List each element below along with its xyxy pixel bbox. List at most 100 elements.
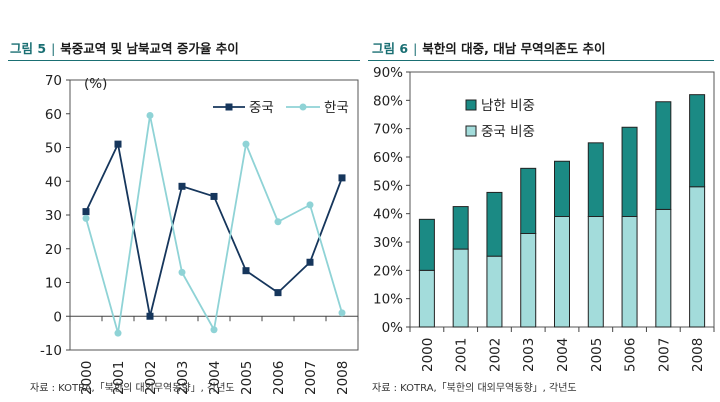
right-chart-panel: 그림 6 | 북한의 대중, 대남 무역의존도 추이 0% 10% 20% 30% 40% 5…: [360, 0, 720, 402]
right-y-tick-label: 50%: [373, 178, 403, 194]
left-figure-number: 그림 5: [10, 41, 47, 56]
legend-label-china: 중국: [249, 100, 274, 116]
left-y-tick-label: 10: [45, 276, 62, 292]
data-point-china: [274, 289, 282, 297]
left-x-tick-label: 2008: [335, 361, 351, 395]
data-point-china: [178, 182, 186, 190]
bar-china-share: [689, 186, 706, 328]
legend-label-korea: 한국: [324, 100, 349, 116]
right-x-tick-label: 2007: [656, 338, 672, 372]
bar-china-share: [621, 216, 638, 328]
left-y-tick-label: 60: [45, 107, 62, 123]
right-figure-number: 그림 6: [372, 41, 409, 56]
left-title-text: 북중교역 및 남북교역 증가율 추이: [60, 41, 239, 56]
legend-marker-korea: [299, 103, 307, 111]
right-y-tick-label: 90%: [373, 65, 403, 81]
data-point-china: [306, 258, 314, 266]
bar-china-share: [418, 269, 435, 328]
data-point-china: [146, 312, 154, 320]
right-x-tick-label: 5006: [623, 338, 639, 372]
bar-south-korea-share: [655, 101, 672, 210]
right-x-tick-label: 2003: [521, 338, 537, 372]
right-y-tick-label: 40%: [373, 207, 403, 223]
data-point-korea: [338, 309, 346, 317]
right-y-tick-label: 60%: [373, 150, 403, 166]
legend-marker-china: [225, 103, 233, 111]
bar-china-share: [655, 208, 672, 328]
left-y-tick-label: -10: [40, 343, 62, 359]
right-x-tick-label: 2002: [487, 338, 503, 372]
left-y-tick-label: 20: [45, 242, 62, 258]
left-y-tick-label: 50: [45, 141, 62, 157]
data-point-korea: [114, 329, 122, 337]
data-point-china: [82, 208, 90, 216]
bar-south-korea-share: [587, 142, 604, 217]
bar-china-share: [486, 255, 503, 328]
right-x-tick-label: 2005: [589, 338, 605, 372]
left-x-tick-label: 2004: [207, 361, 223, 395]
data-point-korea: [274, 218, 282, 226]
data-point-china: [114, 140, 122, 148]
left-y-tick-label: 0: [53, 309, 62, 325]
right-chart-title: 그림 6 | 북한의 대중, 대남 무역의존도 추이: [372, 38, 605, 57]
left-title-separator: |: [51, 41, 56, 56]
legend-swatch-china: [465, 125, 477, 137]
data-point-korea: [146, 111, 154, 119]
left-y-unit-label: (%): [84, 76, 107, 92]
left-x-tick-label: 2002: [143, 361, 159, 395]
bar-south-korea-share: [486, 191, 503, 257]
data-point-china: [242, 267, 250, 275]
left-x-tick-label: 2003: [175, 361, 191, 395]
right-y-tick-label: 80%: [373, 93, 403, 109]
left-x-tick-label: 2006: [271, 361, 287, 395]
bar-china-share: [554, 216, 570, 328]
data-point-china: [338, 174, 346, 182]
right-title-rule: [368, 60, 714, 61]
right-stacked-bar-chart: 0% 10% 20% 30% 40% 50% 60% 70% 80% 90% 2000 2001 200…: [373, 65, 715, 372]
bar-south-korea-share: [621, 126, 638, 217]
bar-south-korea-share: [689, 94, 706, 188]
left-source-note: 자료 : KOTRA,「북한의 대외무역동향」, 각년도: [30, 383, 235, 394]
legend-swatch-south-korea: [465, 99, 477, 111]
right-title-text: 북한의 대중, 대남 무역의존도 추이: [422, 41, 606, 56]
right-y-tick-label: 30%: [373, 235, 403, 251]
data-point-korea: [82, 214, 90, 222]
left-plot-frame: [69, 79, 359, 351]
left-y-tick-label: 40: [45, 174, 62, 190]
bar-south-korea-share: [554, 160, 570, 217]
left-x-tick-label: 2001: [111, 361, 127, 395]
left-x-tick-label: 2000: [79, 361, 95, 395]
data-point-korea: [306, 201, 314, 209]
left-chart-panel: 그림 5 | 북중교역 및 남북교역 증가율 추이 -10 0 10 20 30 40 50 60…: [8, 38, 360, 395]
series-line-korea: [85, 115, 343, 334]
right-y-tick-label: 70%: [373, 122, 403, 138]
left-chart-title: 그림 5 | 북중교역 및 남북교역 증가율 추이: [10, 38, 239, 57]
bar-china-share: [587, 216, 604, 328]
right-y-tick-label: 10%: [373, 292, 403, 308]
left-x-tick-label: 2007: [303, 361, 319, 395]
data-point-korea: [210, 326, 218, 334]
right-x-tick-label: 2000: [420, 338, 436, 372]
left-y-tick-label: 30: [45, 208, 62, 224]
bar-south-korea-share: [520, 167, 537, 234]
legend-label-south-korea: 남한 비중: [481, 98, 535, 114]
right-y-tick-label: 20%: [373, 263, 403, 279]
left-title-rule: [8, 60, 360, 61]
right-source-note: 자료 : KOTRA,「북한의 대외무역동향」, 각년도: [372, 383, 577, 394]
legend-label-china: 중국 비중: [481, 124, 535, 140]
right-y-tick-label: 0%: [382, 320, 404, 336]
left-y-tick-label: 70: [45, 73, 62, 89]
data-point-korea: [242, 140, 250, 148]
data-point-korea: [178, 268, 186, 276]
bar-south-korea-share: [452, 206, 469, 250]
right-x-tick-label: 2001: [454, 338, 470, 372]
data-point-china: [210, 192, 218, 200]
bar-china-share: [520, 233, 537, 328]
bar-china-share: [452, 248, 469, 328]
left-line-chart: -10 0 10 20 30 40 50 60 70 (%) 2000 2001 2002 2003 200…: [40, 73, 359, 395]
right-x-tick-label: 2004: [555, 338, 571, 372]
right-title-separator: |: [413, 41, 418, 56]
right-x-tick-label: 2008: [690, 338, 706, 372]
bar-south-korea-share: [418, 218, 435, 271]
left-x-tick-label: 2005: [239, 361, 255, 395]
